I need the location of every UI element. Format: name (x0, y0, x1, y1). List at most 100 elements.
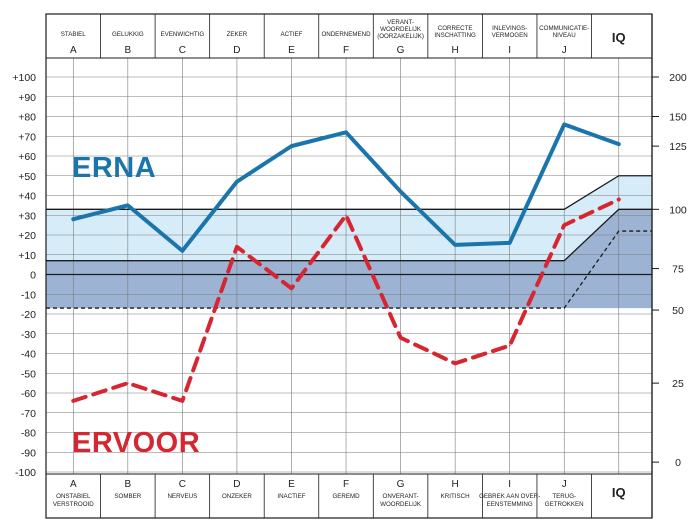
column-top-label: ACTIEF (280, 31, 302, 38)
y-tick-label: +20 (18, 230, 36, 242)
column-bottom-label: ONSTABIEL (56, 493, 91, 500)
column-top-label: COMMUNICATIE- (539, 25, 589, 32)
data-point-erna (181, 250, 184, 252)
data-point-erna (399, 190, 402, 193)
column-top-label: VERANT- (387, 19, 414, 26)
y-tick-label: +100 (12, 72, 36, 84)
data-point-erna (454, 244, 456, 246)
column-top-label: CORRECTE (438, 25, 473, 32)
column-letter-bottom: D (233, 479, 240, 490)
column-bottom-label: KRITISCH (441, 493, 470, 500)
series-line-ervoor (71, 197, 621, 403)
y-tick-label: +90 (18, 92, 36, 104)
data-point-ervoor (127, 382, 129, 384)
column-letter-top: E (288, 45, 295, 56)
iq-tick-label: 25 (672, 378, 684, 390)
column-bottom-label: EENSTEMMING (487, 501, 533, 508)
column-top-label: ZEKER (227, 31, 248, 38)
data-point-ervoor (181, 400, 184, 402)
data-point-erna (127, 204, 129, 207)
y-tick-label: +80 (18, 112, 36, 124)
data-point-erna (563, 123, 566, 126)
series-label-erna: ERNA (72, 152, 156, 184)
data-point-erna (290, 145, 293, 147)
y-tick-label: +50 (18, 171, 36, 183)
y-tick-label: -60 (21, 388, 36, 400)
column-bottom-label: GETROKKEN (545, 501, 584, 508)
column-top-label: INSCHATTING (434, 32, 476, 39)
data-point-ervoor (290, 287, 293, 290)
column-top-label: NIVEAU (553, 32, 576, 39)
column-letter-bottom: C (179, 479, 186, 490)
series-labels: ERNA ERVOOR (72, 152, 200, 459)
data-point-ervoor (508, 344, 511, 347)
data-point-erna (345, 131, 347, 134)
y-tick-label: +30 (18, 210, 36, 222)
iq-header-label: IQ (612, 30, 626, 45)
y-tick-label: -70 (21, 408, 36, 420)
y-tick-label: -10 (21, 289, 36, 301)
iq-tick-label: 125 (669, 141, 687, 153)
column-letter-top: I (508, 45, 511, 56)
column-top-label: EVENWICHTIG (161, 31, 205, 38)
column-bottom-label: TERUG- (552, 493, 576, 500)
column-top-label: STABIEL (61, 31, 87, 38)
column-letter-bottom: E (288, 479, 295, 490)
column-bottom-label: WOORDELIJK (380, 501, 422, 508)
iq-tick-label: 0 (675, 457, 681, 469)
column-letter-bottom: F (343, 479, 349, 490)
y-tick-label: -90 (21, 447, 36, 459)
iq-tick-label: 75 (672, 264, 684, 276)
y-tick-label: -40 (21, 349, 36, 361)
data-point-ervoor (454, 362, 456, 365)
band-line-top (46, 175, 652, 210)
column-top-label: WOORDELIJK (380, 26, 422, 33)
column-letter-top: H (452, 45, 459, 56)
y-tick-label: -80 (21, 428, 36, 440)
iq-tick-label: 100 (669, 204, 687, 216)
data-point-ervoor (563, 224, 566, 226)
column-top-label: ONDERNEMEND (321, 31, 371, 38)
y-tick-label: +10 (18, 250, 36, 262)
column-letter-top: B (124, 45, 131, 56)
data-point-erna (72, 218, 75, 220)
y-tick-label: +70 (18, 131, 36, 143)
data-point-ervoor (236, 246, 238, 248)
column-letter-top: F (343, 45, 349, 56)
column-letter-bottom: I (508, 479, 511, 490)
iq-tick-label: 150 (669, 112, 687, 124)
column-letter-bottom: J (562, 479, 567, 490)
data-point-erna (508, 242, 511, 244)
column-bottom-label: ONVERANT- (383, 493, 419, 500)
column-letter-bottom: G (397, 479, 405, 490)
y-tick-label: -20 (21, 309, 36, 321)
column-top-label: VERMOGEN (492, 32, 528, 39)
column-letter-top: J (562, 45, 567, 56)
column-letter-bottom: A (70, 479, 77, 490)
data-point-ervoor (72, 400, 75, 402)
column-bottom-label: GEREMD (332, 493, 360, 500)
band-line-bottom-dashed (46, 230, 652, 309)
column-bottom-label: GEBREK AAN OVER- (479, 493, 540, 500)
y-tick-label: -100 (15, 467, 36, 479)
iq-tick-label: 50 (672, 305, 684, 317)
column-bottom-label: ONZEKER (222, 493, 252, 500)
data-point-ervoor (345, 214, 347, 217)
y-axis: +100+90+80+70+60+50+40+30+20+100-10-20-3… (12, 72, 36, 479)
data-point-erna (236, 180, 238, 183)
column-bottom-label: SOMBER (114, 493, 141, 500)
column-top-label: INLEVINGS- (492, 25, 527, 32)
y-tick-label: 0 (30, 270, 36, 282)
column-header: STABIEL A GELUKKIG B EVENWICHTIG C ZEKER D ACTIE… (61, 19, 626, 56)
column-bottom-label: NERVEUS (167, 493, 197, 500)
y-tick-label: -50 (21, 368, 36, 380)
y-tick-label: -30 (21, 329, 36, 341)
column-letter-top: G (397, 45, 405, 56)
column-top-label: GELUKKIG (112, 31, 144, 38)
data-point-ervoor (399, 336, 402, 339)
column-bottom-label: INACTIEF (277, 493, 305, 500)
column-letter-bottom: H (452, 479, 459, 490)
column-letter-top: C (179, 45, 186, 56)
